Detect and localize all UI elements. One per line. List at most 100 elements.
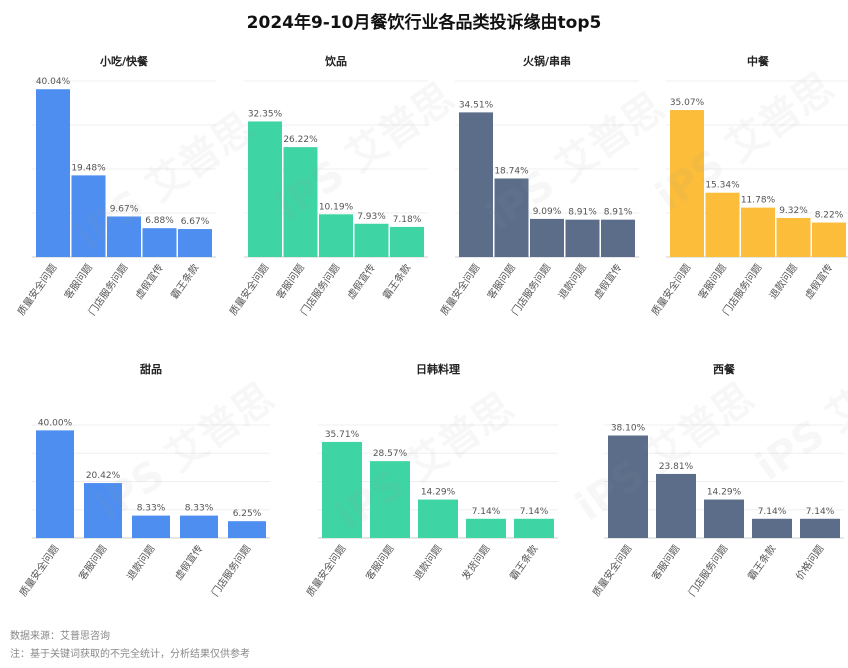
data-label: 28.57%	[373, 449, 408, 459]
data-label: 9.67%	[110, 204, 139, 214]
bar	[741, 207, 775, 257]
category-label: 发货问题	[459, 542, 493, 582]
bar	[812, 222, 846, 257]
footer-note: 注：基于关键词获取的不完全统计，分析结果仅供参考	[10, 649, 250, 660]
data-label: 38.10%	[611, 423, 646, 433]
bar	[565, 219, 600, 257]
subplot-title: 西餐	[713, 362, 736, 376]
category-label: 客服问题	[484, 261, 518, 301]
category-label: 客服问题	[649, 542, 683, 582]
bar	[84, 483, 122, 538]
bar	[670, 110, 704, 257]
category-label: 质量安全问题	[14, 261, 59, 318]
subplot-title: 饮品	[324, 54, 347, 68]
category-label: 质量安全问题	[226, 261, 271, 318]
data-label: 8.33%	[137, 504, 166, 514]
data-label: 26.22%	[283, 135, 318, 145]
category-label: 虚假宣传	[591, 261, 625, 301]
data-label: 8.91%	[604, 208, 633, 218]
bar	[459, 112, 493, 258]
data-label: 32.35%	[248, 109, 283, 119]
bar	[107, 216, 141, 257]
category-label: 质量安全问题	[303, 542, 348, 599]
bar	[370, 461, 410, 538]
subplot-title: 火锅/串串	[523, 54, 571, 68]
data-label: 6.25%	[233, 509, 262, 519]
data-label: 40.04%	[36, 77, 71, 87]
data-label: 23.81%	[659, 462, 694, 472]
bar	[494, 178, 529, 257]
bar	[466, 518, 506, 538]
category-label: 虚假宣传	[132, 261, 166, 301]
data-label: 34.51%	[459, 100, 494, 110]
subplot-title: 日韩料理	[416, 362, 460, 376]
data-label: 40.00%	[38, 418, 73, 428]
data-label: 18.74%	[494, 166, 529, 176]
category-label: 霸王条款	[168, 261, 202, 301]
category-label: 退款问题	[766, 261, 800, 301]
data-label: 14.29%	[707, 488, 742, 498]
category-label: 质量安全问题	[16, 542, 61, 599]
category-label: 退款问题	[555, 261, 589, 301]
data-label: 19.48%	[71, 163, 106, 173]
bar	[283, 147, 318, 257]
data-label: 6.88%	[145, 216, 174, 226]
data-label: 7.14%	[758, 507, 787, 517]
category-label: 虚假宣传	[344, 261, 378, 301]
data-label: 15.34%	[705, 181, 740, 191]
category-label: 虚假宣传	[802, 261, 836, 301]
category-label: 门店服务问题	[208, 542, 253, 599]
category-label: 客服问题	[273, 261, 307, 301]
category-label: 霸王条款	[380, 261, 414, 301]
category-label: 质量安全问题	[437, 261, 482, 318]
data-label: 7.14%	[472, 507, 501, 517]
data-label: 14.29%	[421, 488, 456, 498]
bar	[132, 515, 170, 538]
bar	[776, 217, 811, 257]
data-label: 20.42%	[86, 471, 121, 481]
data-label: 7.18%	[393, 215, 422, 225]
bar	[608, 435, 648, 538]
category-label: 价格问题	[793, 542, 827, 582]
category-label: 霸王条款	[507, 542, 541, 582]
data-label: 7.93%	[357, 212, 386, 222]
data-label: 9.09%	[533, 207, 562, 217]
data-label: 35.71%	[325, 430, 360, 440]
subplot-title: 中餐	[747, 54, 770, 68]
data-label: 9.32%	[779, 206, 808, 216]
data-label: 10.19%	[319, 202, 354, 212]
category-label: 退款问题	[124, 542, 158, 582]
bar	[800, 518, 840, 538]
bar	[704, 499, 744, 538]
footer-source: 数据来源：艾普思咨询	[10, 631, 110, 642]
data-label: 8.91%	[568, 208, 597, 218]
subplot-title: 甜品	[140, 362, 162, 376]
bar	[752, 518, 792, 538]
bar	[514, 518, 554, 538]
bar	[71, 175, 106, 257]
category-label: 退款问题	[411, 542, 445, 582]
bar	[180, 515, 218, 538]
category-label: 门店服务问题	[685, 542, 730, 599]
data-label: 6.67%	[181, 217, 210, 227]
bar	[322, 441, 362, 538]
data-label: 7.14%	[520, 507, 549, 517]
data-label: 35.07%	[670, 98, 705, 108]
category-label: 客服问题	[695, 261, 729, 301]
data-label: 7.14%	[806, 507, 835, 517]
category-label: 客服问题	[61, 261, 95, 301]
bar	[142, 228, 177, 257]
data-label: 8.33%	[185, 504, 214, 514]
bar	[656, 473, 696, 538]
category-label: 质量安全问题	[648, 261, 693, 318]
bar	[36, 89, 70, 257]
category-label: 客服问题	[363, 542, 397, 582]
bar	[601, 219, 635, 257]
page-title: 2024年9-10月餐饮行业各品类投诉缘由top5	[246, 13, 602, 33]
category-label: 霸王条款	[745, 542, 779, 582]
bar	[178, 229, 212, 257]
bar	[228, 521, 266, 538]
bar	[354, 223, 389, 257]
